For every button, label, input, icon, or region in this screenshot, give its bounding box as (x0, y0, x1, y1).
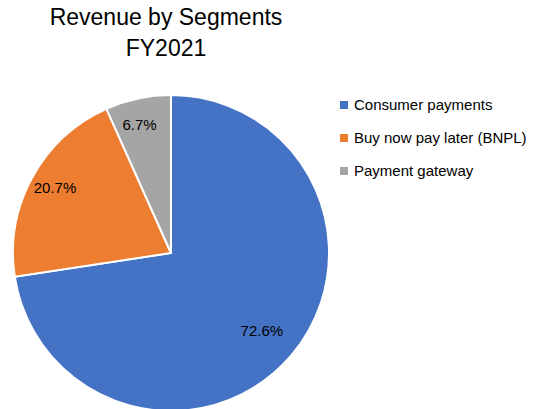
html-text:Consumer payments: Consumer payments (354, 96, 493, 113)
svg-text:6.7%: 6.7% (122, 116, 156, 133)
svg-text:72.6%: 72.6% (241, 322, 284, 339)
html-text:Revenue by Segments: Revenue by Segments (49, 4, 283, 30)
html-text:Buy now pay later (BNPL): Buy now pay later (BNPL) (354, 129, 527, 146)
html-text:Payment gateway: Payment gateway (354, 162, 474, 179)
html-text:FY2021: FY2021 (125, 35, 207, 61)
svg-text:20.7%: 20.7% (34, 179, 77, 196)
